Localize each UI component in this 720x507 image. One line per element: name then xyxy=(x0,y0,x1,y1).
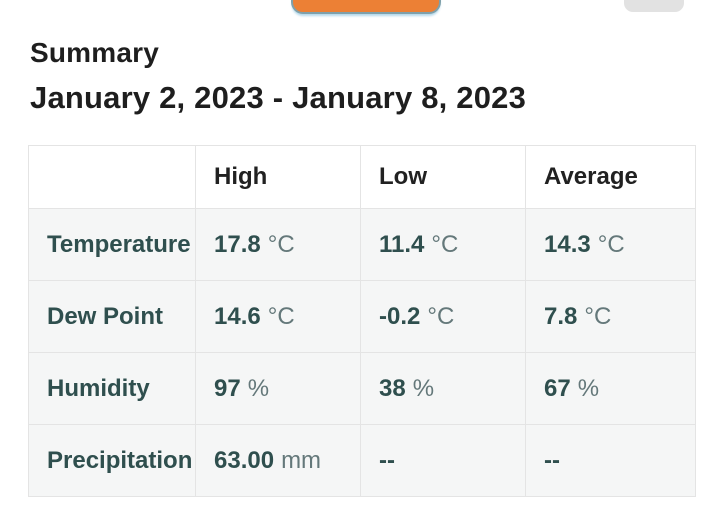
unit: °C xyxy=(267,302,295,330)
row-label: Temperature xyxy=(28,208,196,281)
unit: % xyxy=(577,374,600,402)
cell-dew-point-low: -0.2 °C xyxy=(360,280,526,353)
unit: °C xyxy=(427,302,455,330)
table-row-temperature: Temperature 17.8 °C 11.4 °C 14.3 °C xyxy=(28,208,696,281)
summary-table: High Low Average Temperature 17.8 °C 11.4… xyxy=(28,145,696,497)
cell-humidity-low: 38% xyxy=(360,352,526,425)
value: -- xyxy=(379,446,395,474)
value: 97 xyxy=(214,374,241,402)
header-cell-high: High xyxy=(195,145,361,209)
cell-humidity-average: 67% xyxy=(525,352,696,425)
value: 63.00 xyxy=(214,446,275,474)
value: -- xyxy=(544,446,560,474)
cell-precipitation-average: -- xyxy=(525,424,696,497)
table-row-dew-point: Dew Point 14.6 °C -0.2 °C 7.8 °C xyxy=(28,280,696,353)
value: 7.8 xyxy=(544,302,578,330)
table-header-row: High Low Average xyxy=(28,145,696,209)
top-action-button[interactable] xyxy=(291,0,441,14)
date-range-label: January 2, 2023 - January 8, 2023 xyxy=(30,80,527,115)
row-label: Precipitation xyxy=(28,424,196,497)
unit: % xyxy=(247,374,270,402)
cell-dew-point-average: 7.8 °C xyxy=(525,280,696,353)
cell-humidity-high: 97% xyxy=(195,352,361,425)
unit: °C xyxy=(597,230,625,258)
unit: °C xyxy=(267,230,295,258)
unit: °C xyxy=(431,230,459,258)
value: 14.3 xyxy=(544,230,591,258)
table-row-humidity: Humidity 97% 38% 67% xyxy=(28,352,696,425)
header-cell-average: Average xyxy=(525,145,696,209)
header-cell-blank xyxy=(28,145,196,209)
value: -0.2 xyxy=(379,302,421,330)
cell-temperature-average: 14.3 °C xyxy=(525,208,696,281)
unit: °C xyxy=(584,302,612,330)
header-cell-low: Low xyxy=(360,145,526,209)
cell-dew-point-high: 14.6 °C xyxy=(195,280,361,353)
cell-temperature-low: 11.4 °C xyxy=(360,208,526,281)
value: 17.8 xyxy=(214,230,261,258)
value: 67 xyxy=(544,374,571,402)
table-row-precipitation: Precipitation 63.00 mm -- -- xyxy=(28,424,696,497)
top-right-button[interactable] xyxy=(624,0,684,12)
row-label: Humidity xyxy=(28,352,196,425)
value: 11.4 xyxy=(379,230,425,258)
cell-temperature-high: 17.8 °C xyxy=(195,208,361,281)
unit: mm xyxy=(281,446,322,474)
page-title: Summary xyxy=(30,37,160,68)
value: 38 xyxy=(379,374,406,402)
cell-precipitation-high: 63.00 mm xyxy=(195,424,361,497)
row-label: Dew Point xyxy=(28,280,196,353)
value: 14.6 xyxy=(214,302,261,330)
unit: % xyxy=(412,374,435,402)
cell-precipitation-low: -- xyxy=(360,424,526,497)
